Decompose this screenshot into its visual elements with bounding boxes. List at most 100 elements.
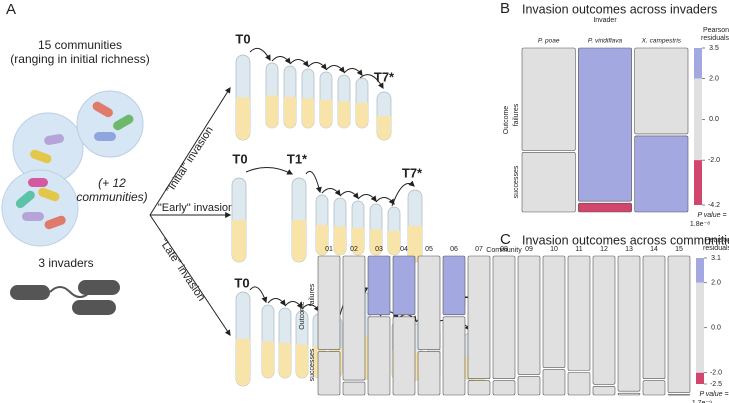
tube-liquid (262, 341, 274, 378)
success-tile (342, 381, 366, 396)
x-tick-label: 05 (425, 246, 433, 253)
x-tick-label: 12 (600, 246, 608, 253)
branch-label: "Late" invasion (157, 236, 208, 303)
panel-label: B (500, 0, 510, 17)
legend-tick-label: 2.0 (711, 280, 721, 287)
failure-tile (317, 255, 341, 350)
x-tick-label: 02 (350, 246, 358, 253)
failure-tile (342, 255, 366, 381)
x-tick-label: 08 (500, 246, 508, 253)
legend-tick-label: -2.0 (708, 157, 720, 164)
transfer-arrow (305, 170, 322, 194)
row-label: failures (309, 283, 316, 306)
x-tick-label: 04 (400, 246, 408, 253)
tube-liquid (408, 226, 422, 262)
timepoint: T7* (402, 165, 423, 180)
p-value: 1.7e⁻⁹ (692, 400, 712, 403)
success-tile (642, 380, 666, 396)
y-header: Outcome (299, 301, 306, 330)
tube-liquid (236, 97, 250, 140)
legend-tick-label: -4.2 (708, 202, 720, 209)
timepoint: T0 (234, 275, 249, 290)
success-tile (442, 316, 466, 396)
failure-tile (442, 255, 466, 316)
transfer-arrow (271, 56, 291, 64)
transfer-arrow (267, 298, 286, 306)
left-illustration (1, 90, 144, 315)
x-tick-label: 13 (625, 246, 633, 253)
x-header: Invader (593, 17, 617, 24)
legend-swatch (694, 78, 702, 161)
failure-tile (517, 255, 541, 375)
more-text: communities) (76, 190, 147, 204)
failure-tile (542, 255, 566, 368)
failure-tile (417, 255, 441, 350)
timepoint: T7* (374, 69, 395, 84)
transfer-arrow (375, 197, 395, 205)
transfer-arrow (249, 47, 271, 62)
transfer-arrow (307, 62, 327, 70)
panel-label: C (500, 231, 511, 248)
tube-liquid (302, 98, 314, 128)
tube-liquid (292, 220, 306, 262)
community-text: (ranging in initial richness) (10, 52, 149, 66)
success-tile (592, 385, 616, 396)
p-value-label: P value = (697, 212, 726, 219)
branch-arrow (149, 214, 231, 336)
success-tile (317, 351, 341, 396)
tube-liquid (296, 344, 308, 378)
success-tile (367, 316, 391, 396)
tube-liquid (232, 220, 246, 262)
success-tile (567, 372, 591, 396)
row-label: successes (513, 165, 520, 198)
failure-tile (367, 255, 391, 316)
success-tile (417, 351, 441, 396)
failure-tile (467, 255, 491, 380)
failure-tile (392, 255, 416, 316)
x-tick-label: P. viridiflava (588, 38, 623, 45)
legend-swatch (696, 258, 704, 283)
failure-tile (592, 255, 616, 385)
legend-tick-label: -2.5 (710, 381, 722, 388)
tube-liquid (388, 231, 400, 255)
transfer-arrow (359, 74, 384, 90)
success-tile (617, 392, 641, 396)
failure-tile (642, 255, 666, 380)
x-tick-label: 10 (550, 246, 558, 253)
tube-liquid (236, 339, 250, 386)
failure-tile (578, 47, 632, 202)
x-tick-label: 11 (575, 246, 582, 253)
failure-tile (492, 255, 516, 380)
x-tick-label: 01 (325, 246, 333, 253)
transfer-arrow (289, 59, 309, 67)
more-text: (+ 12 (98, 176, 126, 190)
success-tile (467, 380, 491, 396)
panel-label: A (6, 1, 16, 18)
success-tile (578, 202, 632, 213)
success-tile (542, 369, 566, 396)
legend-tick-label: 2.0 (709, 75, 719, 82)
branch-arrow (149, 86, 231, 216)
x-tick-label: 09 (525, 246, 533, 253)
x-tick-label: 15 (675, 246, 683, 253)
row-label: failures (513, 103, 520, 126)
success-tile (667, 394, 691, 396)
tube-liquid (356, 103, 368, 128)
failure-tile (634, 47, 689, 135)
tube-liquid (320, 100, 332, 128)
p-value: 1.8e⁻⁸ (690, 221, 710, 228)
transfer-arrow (284, 301, 303, 309)
success-tile (492, 380, 516, 396)
panel-title: Invasion outcomes across invaders (522, 2, 717, 16)
transfer-arrow (245, 167, 294, 175)
x-tick-label: 07 (475, 246, 483, 253)
success-tile (634, 135, 689, 213)
tube-liquid (370, 229, 382, 255)
legend-tick-label: -2.0 (710, 370, 722, 377)
tube-liquid (377, 116, 391, 140)
tube-liquid (266, 95, 278, 128)
x-tick-label: X. campestris (641, 38, 682, 45)
legend-swatch (696, 372, 704, 384)
